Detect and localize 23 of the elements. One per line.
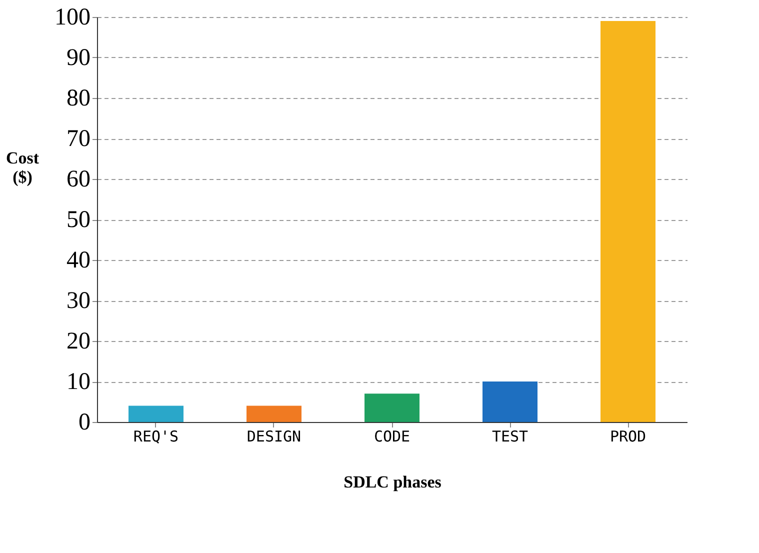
y-tick-label: 100	[54, 4, 90, 30]
y-tick-label: 70	[66, 126, 90, 152]
bar	[600, 21, 656, 422]
x-tick-label: CODE	[374, 428, 410, 446]
y-tick-label: 60	[66, 166, 90, 192]
y-tick-label: 80	[66, 86, 90, 112]
x-axis-title: SDLC phases	[344, 472, 442, 492]
x-tick-label: DESIGN	[246, 428, 302, 446]
y-tick-label: 0	[78, 410, 90, 436]
y-tick-label: 20	[66, 328, 90, 354]
bar	[128, 406, 184, 422]
bar	[364, 394, 420, 422]
y-tick-label: 10	[66, 369, 90, 395]
y-tick-label: 90	[66, 45, 90, 71]
x-tick-label: TEST	[492, 428, 528, 446]
bar	[482, 382, 538, 422]
bar	[246, 406, 302, 422]
x-tick-label: REQ'S	[133, 428, 179, 446]
y-tick-label: 40	[66, 248, 90, 274]
y-tick-label: 30	[66, 288, 90, 314]
y-tick-label: 50	[66, 207, 90, 233]
y-axis-title: Cost ($)	[6, 148, 40, 186]
x-tick-label: PROD	[610, 428, 646, 446]
